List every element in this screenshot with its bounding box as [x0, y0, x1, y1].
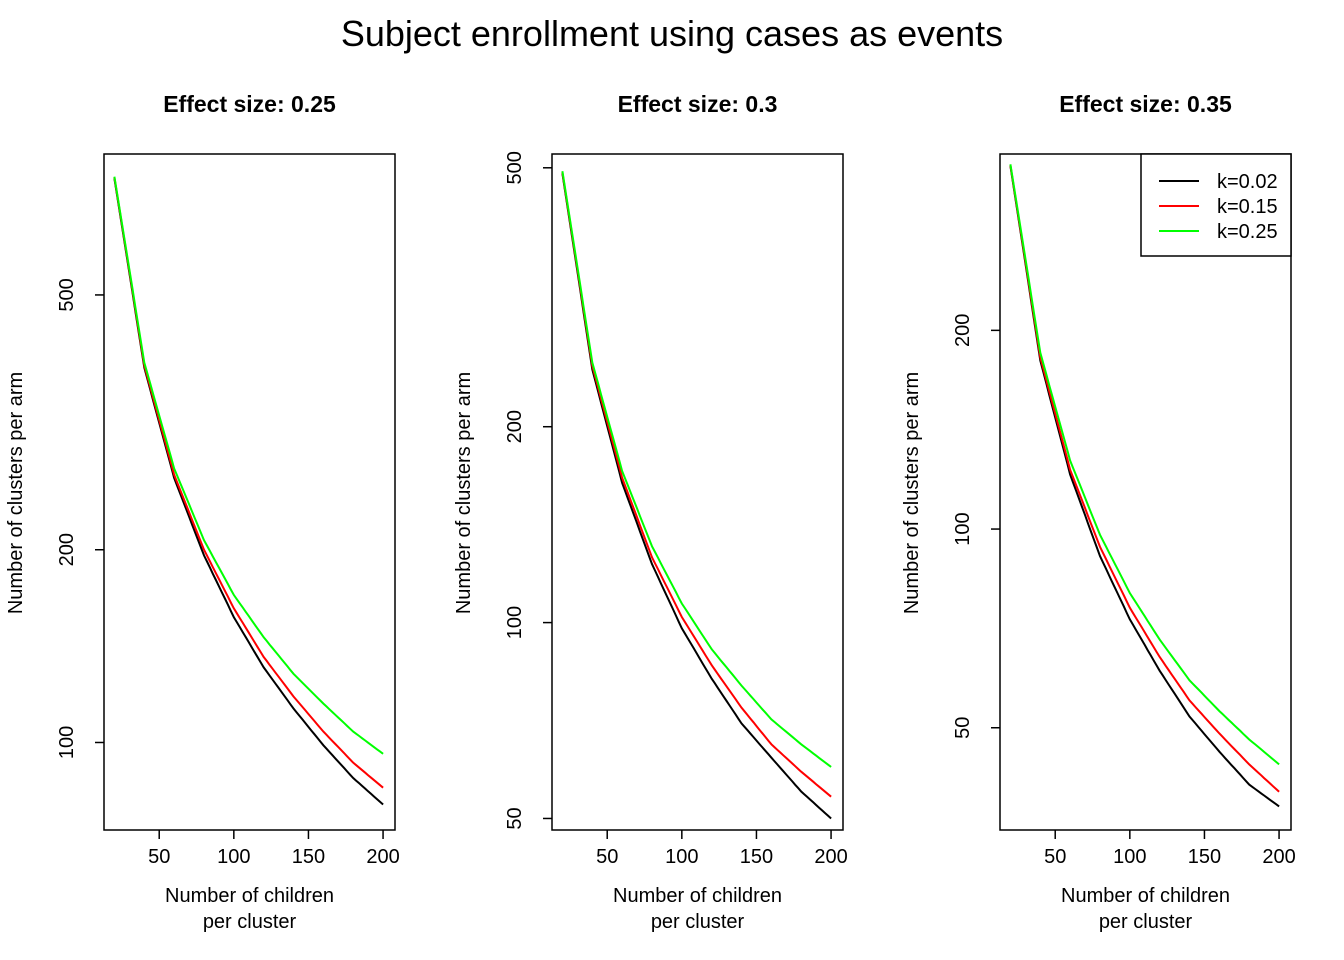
y-tick-label: 500 [504, 151, 526, 184]
y-tick-label: 50 [952, 717, 974, 739]
panel-title: Effect size: 0.25 [163, 91, 336, 117]
x-tick-label: 200 [1262, 846, 1295, 868]
series-line-k=0.15 [561, 172, 832, 798]
x-tick-label: 150 [1188, 846, 1221, 868]
chart-panel-3: Effect size: 0.35 50 100 150 200 50 100 200 Numb… [901, 91, 1296, 933]
x-tick-label: 150 [292, 846, 325, 868]
legend-label: k=0.25 [1217, 221, 1278, 243]
chart-panel-2: Effect size: 0.3 50 100 150 200 50 100 200 500 Nu… [453, 91, 848, 933]
chart-panel-1: Effect size: 0.25 50 100 150 200 100 200 500 Num… [5, 91, 400, 933]
x-tick-label: 50 [596, 846, 618, 868]
x-axis-label-line: Number of children [165, 885, 334, 907]
y-axis-label: Number of clusters per arm [901, 372, 923, 614]
x-axis-label-line: Number of children [613, 885, 782, 907]
x-tick-label: 200 [814, 846, 847, 868]
legend-label: k=0.15 [1217, 196, 1278, 218]
x-axis-label: Number of children per cluster [165, 885, 334, 933]
series-line-k=0.02 [1009, 165, 1280, 808]
x-tick-label: 200 [366, 846, 399, 868]
panel-title: Effect size: 0.3 [618, 91, 778, 117]
x-tick-label: 100 [217, 846, 250, 868]
x-axis-label-line: per cluster [1099, 911, 1193, 933]
x-tick-label: 50 [1044, 846, 1066, 868]
x-axis-label: Number of children per cluster [613, 885, 782, 933]
y-tick-label: 200 [504, 410, 526, 443]
x-tick-label: 100 [665, 846, 698, 868]
x-tick-label: 150 [740, 846, 773, 868]
figure-title: Subject enrollment using cases as events [341, 13, 1003, 54]
y-tick-label: 100 [56, 726, 78, 759]
x-axis-label-line: per cluster [651, 911, 745, 933]
y-tick-label: 50 [504, 807, 526, 829]
y-tick-label: 500 [56, 278, 78, 311]
panels: Effect size: 0.25 50 100 150 200 100 200 500 Num… [5, 91, 1296, 933]
x-axis-label-line: Number of children [1061, 885, 1230, 907]
plot-frame [551, 153, 844, 831]
x-tick-label: 50 [148, 846, 170, 868]
y-tick-label: 100 [504, 606, 526, 639]
y-tick-label: 200 [56, 533, 78, 566]
plot-frame [103, 153, 396, 831]
y-axis-label: Number of clusters per arm [453, 372, 475, 614]
legend-label: k=0.02 [1217, 171, 1278, 193]
series-line-k=0.25 [113, 176, 384, 755]
y-tick-label: 200 [952, 314, 974, 347]
y-tick-label: 100 [952, 512, 974, 545]
series-line-k=0.25 [1009, 164, 1280, 766]
y-axis-label: Number of clusters per arm [5, 372, 27, 614]
x-axis-label-line: per cluster [203, 911, 297, 933]
series-line-k=0.25 [561, 171, 832, 768]
x-axis-label: Number of children per cluster [1061, 885, 1230, 933]
series-line-k=0.15 [113, 177, 384, 789]
series-line-k=0.15 [1009, 164, 1280, 793]
x-tick-label: 100 [1113, 846, 1146, 868]
series-line-k=0.02 [561, 173, 832, 820]
legend: k=0.02 k=0.15 k=0.25 [1140, 153, 1292, 257]
panel-title: Effect size: 0.35 [1059, 91, 1232, 117]
